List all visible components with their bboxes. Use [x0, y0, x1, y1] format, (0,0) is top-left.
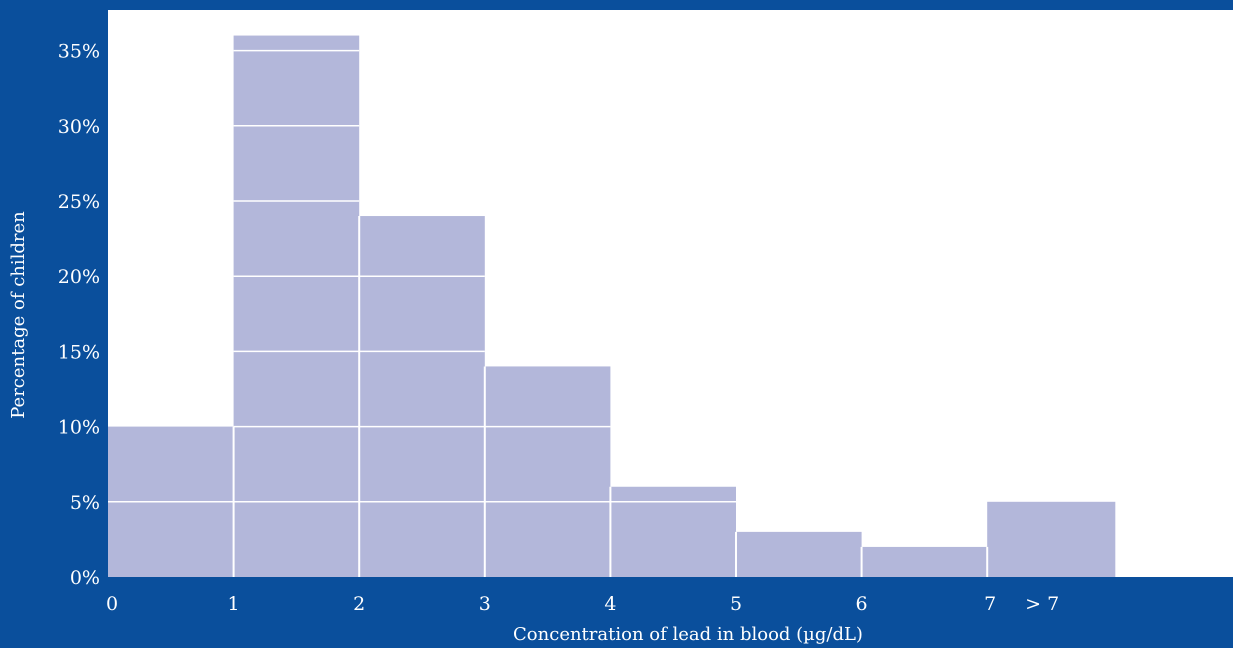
- x-tick-labels: 0 1 2 3 4 5 6 7 > 7: [106, 593, 1059, 615]
- x-tick-label: 4: [604, 593, 616, 615]
- bar-4-5: [610, 486, 736, 577]
- bar-2-3: [359, 216, 485, 578]
- x-axis-title: Concentration of lead in blood (µg/dL): [513, 624, 863, 645]
- x-tick-label: 3: [479, 593, 491, 615]
- y-tick-label: 5%: [70, 492, 100, 514]
- x-tick-label: 5: [730, 593, 742, 615]
- bar-3-4: [484, 366, 611, 577]
- y-tick-labels: 0% 5% 10% 15% 20% 25% 30% 35%: [58, 41, 100, 589]
- x-tick-label: 6: [856, 593, 868, 615]
- y-axis-title: Percentage of children: [8, 211, 29, 419]
- y-tick-label: 20%: [58, 266, 100, 288]
- bar-5-6: [736, 531, 862, 577]
- y-tick-label: 10%: [58, 417, 100, 439]
- grid-lines: [108, 49, 989, 577]
- bar-6-7: [861, 546, 988, 577]
- y-tick-label: 30%: [58, 116, 100, 138]
- x-tick-label: 1: [228, 593, 240, 615]
- bar-1-2: [233, 35, 360, 578]
- y-tick-label: 15%: [58, 341, 100, 363]
- bar-gt7: [987, 501, 1116, 577]
- x-tick-label: 0: [106, 593, 118, 615]
- x-tick-label: 2: [353, 593, 365, 615]
- x-tick-label: > 7: [1025, 593, 1059, 615]
- y-tick-label: 35%: [58, 41, 100, 63]
- y-tick-label: 25%: [58, 191, 100, 213]
- y-tick-label: 0%: [70, 567, 100, 589]
- x-tick-label: 7: [984, 593, 996, 615]
